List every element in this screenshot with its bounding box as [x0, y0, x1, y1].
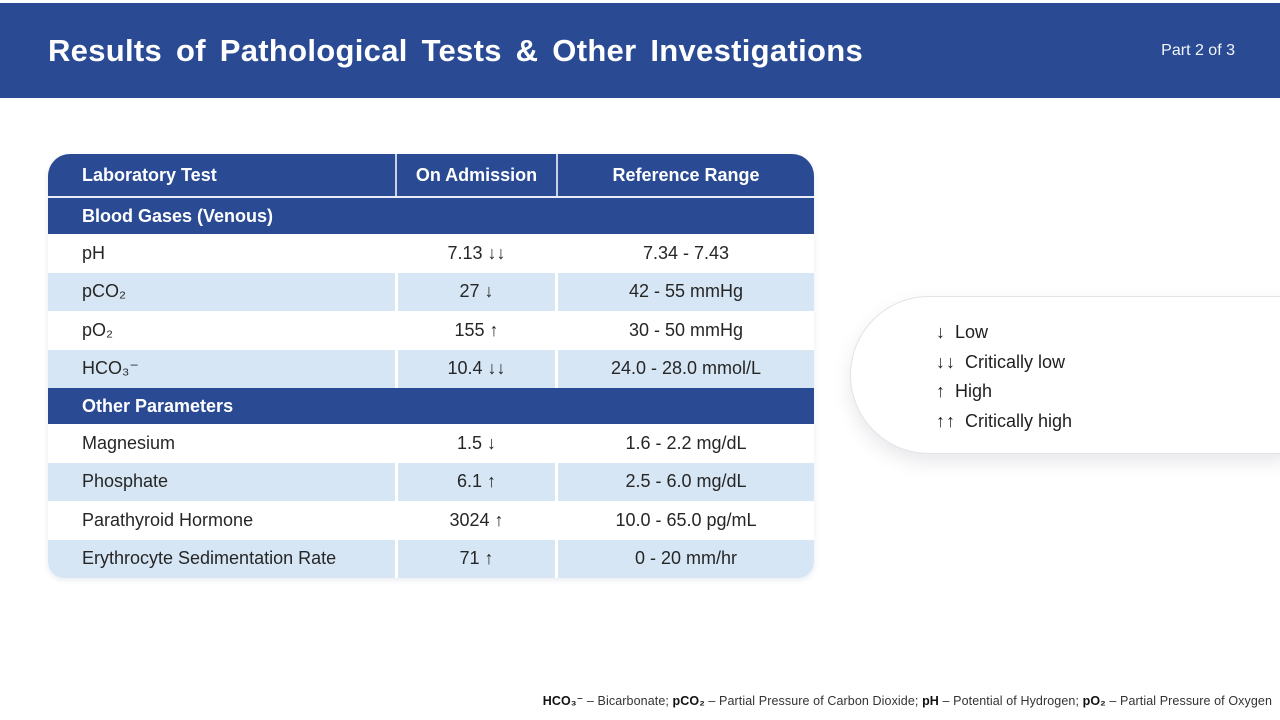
reference-range-cell: 0 - 20 mm/hr: [558, 539, 814, 578]
footnote-definition: – Partial Pressure of Oxygen: [1105, 694, 1272, 708]
footnote-term: pCO₂: [672, 694, 705, 708]
abbreviation-footnote: HCO₃⁻ – Bicarbonate; pCO₂ – Partial Pres…: [543, 693, 1272, 708]
table-row: pCO₂ 27 ↓ 42 - 55 mmHg: [48, 272, 814, 311]
legend-item-low: ↓ Low: [936, 318, 1280, 348]
test-name-cell: pO₂: [82, 319, 113, 340]
section-row-other-parameters: Other Parameters: [48, 388, 814, 424]
reference-range-value: 7.34 - 7.43: [642, 242, 730, 263]
up-arrow-icon: ↑: [936, 381, 946, 401]
reference-range-value: 30 - 50 mmHg: [628, 319, 744, 340]
admission-value-cell: 27 ↓: [395, 272, 558, 311]
test-name-cell: Phosphate: [48, 462, 395, 501]
table-row: Erythrocyte Sedimentation Rate 71 ↑ 0 - …: [48, 539, 814, 578]
admission-value: 71 ↑: [459, 548, 494, 569]
footnote-definition: – Partial Pressure of Carbon Dioxide;: [704, 694, 923, 708]
reference-range-cell: 42 - 55 mmHg: [558, 272, 814, 311]
legend-label: Critically low: [965, 351, 1066, 372]
reference-range-value: 10.0 - 65.0 pg/mL: [615, 509, 757, 530]
reference-range-cell: 1.6 - 2.2 mg/dL: [558, 424, 814, 463]
admission-value: 27 ↓: [459, 281, 494, 302]
admission-value-cell: 155 ↑: [395, 311, 558, 350]
table-row: pO₂ 155 ↑ 30 - 50 mmHg: [48, 311, 814, 350]
table-row: Phosphate 6.1 ↑ 2.5 - 6.0 mg/dL: [48, 462, 814, 501]
test-name-cell: Magnesium: [82, 432, 176, 453]
table-header-row: Laboratory Test On Admission Reference R…: [48, 154, 814, 198]
admission-value: 1.5 ↓: [456, 432, 497, 453]
table-row: Magnesium 1.5 ↓ 1.6 - 2.2 mg/dL: [48, 424, 814, 463]
admission-value-cell: 6.1 ↑: [395, 462, 558, 501]
reference-range-cell: 10.0 - 65.0 pg/mL: [558, 501, 814, 540]
double-up-arrow-icon: ↑↑: [936, 410, 956, 431]
footnote-term: pH: [922, 694, 939, 708]
legend-label: Critically high: [965, 410, 1073, 431]
legend-panel: ↓ Low ↓↓ Critically low ↑ High ↑↑ Critically…: [850, 296, 1280, 454]
admission-value-cell: 7.13 ↓↓: [395, 234, 558, 273]
section-label: Blood Gases (Venous): [82, 205, 274, 226]
down-arrow-icon: ↓: [936, 322, 946, 342]
reference-range-cell: 24.0 - 28.0 mmol/L: [558, 349, 814, 388]
column-header-on-admission: On Admission: [395, 154, 558, 196]
column-header-reference-range: Reference Range: [612, 164, 760, 185]
admission-value-cell: 10.4 ↓↓: [395, 349, 558, 388]
admission-value: 155 ↑: [454, 319, 499, 340]
legend-item-high: ↑ High: [936, 377, 1280, 407]
reference-range-value: 1.6 - 2.2 mg/dL: [625, 432, 747, 453]
double-down-arrow-icon: ↓↓: [936, 351, 956, 372]
legend-item-critically-high: ↑↑ Critically high: [936, 407, 1280, 437]
table-row: pH 7.13 ↓↓ 7.34 - 7.43: [48, 234, 814, 273]
reference-range-cell: 2.5 - 6.0 mg/dL: [558, 462, 814, 501]
table-row: Parathyroid Hormone 3024 ↑ 10.0 - 65.0 p…: [48, 501, 814, 540]
reference-range-value: 2.5 - 6.0 mg/dL: [625, 471, 747, 492]
reference-range-value: 42 - 55 mmHg: [628, 281, 744, 302]
test-name-cell: HCO₃⁻: [48, 349, 395, 388]
part-indicator: Part 2 of 3: [1161, 41, 1235, 59]
page-title: Results of Pathological Tests & Other In…: [48, 32, 863, 68]
admission-value: 7.13 ↓↓: [447, 242, 506, 263]
test-name-cell: pCO₂: [48, 272, 395, 311]
legend-label: High: [955, 381, 993, 401]
legend-item-critically-low: ↓↓ Critically low: [936, 348, 1280, 378]
footnote-term: pO₂: [1082, 694, 1106, 708]
test-name-cell: pH: [82, 242, 106, 263]
footnote-definition: – Potential of Hydrogen;: [938, 694, 1083, 708]
reference-range-cell: 30 - 50 mmHg: [558, 311, 814, 350]
admission-value-cell: 71 ↑: [395, 539, 558, 578]
lab-results-table: Laboratory Test On Admission Reference R…: [48, 154, 814, 578]
reference-range-value: 24.0 - 28.0 mmol/L: [610, 358, 762, 379]
admission-value: 10.4 ↓↓: [447, 358, 506, 379]
admission-value-cell: 3024 ↑: [395, 501, 558, 540]
section-row-blood-gases: Blood Gases (Venous): [48, 198, 814, 234]
test-name-cell: Parathyroid Hormone: [82, 509, 254, 530]
legend-label: Low: [955, 322, 989, 342]
reference-range-cell: 7.34 - 7.43: [558, 234, 814, 273]
reference-range-value: 0 - 20 mm/hr: [634, 548, 738, 569]
footnote-definition: – Bicarbonate;: [583, 694, 673, 708]
admission-value-cell: 1.5 ↓: [395, 424, 558, 463]
admission-value: 6.1 ↑: [456, 471, 497, 492]
footnote-term: HCO₃⁻: [542, 694, 584, 708]
header-banner: Results of Pathological Tests & Other In…: [0, 3, 1280, 98]
test-name-cell: Erythrocyte Sedimentation Rate: [48, 539, 395, 578]
admission-value: 3024 ↑: [449, 509, 504, 530]
table-row: HCO₃⁻ 10.4 ↓↓ 24.0 - 28.0 mmol/L: [48, 349, 814, 388]
column-header-laboratory-test: Laboratory Test: [82, 164, 217, 185]
section-label: Other Parameters: [82, 395, 234, 416]
